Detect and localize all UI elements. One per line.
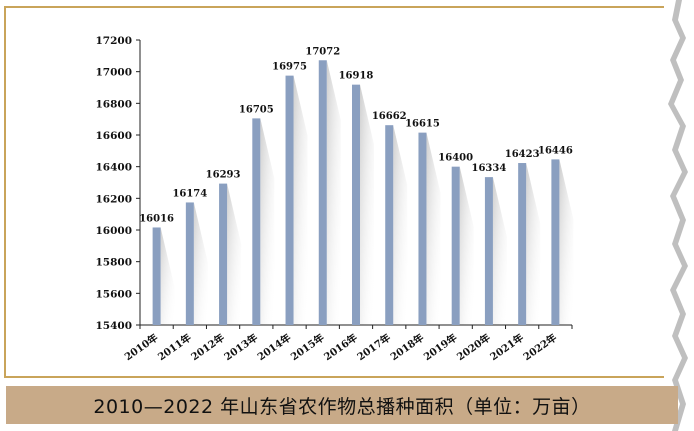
bar <box>219 183 228 325</box>
bar <box>484 177 493 325</box>
data-label: 16334 <box>472 163 507 174</box>
bar-shadow <box>293 75 308 325</box>
y-tick-label: 17200 <box>95 35 132 47</box>
data-label: 17072 <box>305 46 340 57</box>
bar <box>551 159 560 325</box>
x-tick-label: 2016年 <box>321 331 359 363</box>
data-label: 16662 <box>372 111 407 122</box>
bar-shadow <box>160 227 175 325</box>
bar <box>418 132 427 325</box>
data-label: 16446 <box>538 145 573 156</box>
chart-caption: 2010—2022 年山东省农作物总播种面积（单位：万亩） <box>6 386 678 424</box>
bar-shadow <box>393 125 408 325</box>
x-tick-label: 2020年 <box>454 331 492 363</box>
data-label: 16615 <box>405 119 440 130</box>
data-label: 16174 <box>172 188 207 199</box>
bar <box>385 125 394 325</box>
y-tick-label: 16000 <box>95 225 132 237</box>
bar-shadow <box>426 132 441 325</box>
x-tick-label: 2018年 <box>388 331 426 363</box>
bar <box>451 166 460 325</box>
data-label: 16423 <box>505 149 540 160</box>
x-tick-label: 2011年 <box>155 331 193 363</box>
x-tick-label: 2022年 <box>521 331 559 363</box>
data-label: 16705 <box>239 104 274 115</box>
bar-shadow <box>526 163 541 325</box>
bar <box>352 84 360 326</box>
y-tick-label: 16400 <box>95 162 132 174</box>
y-tick-label: 16600 <box>95 130 132 142</box>
x-tick-label: 2019年 <box>421 331 459 363</box>
x-tick-label: 2021年 <box>487 331 525 363</box>
bar-shadow <box>193 202 208 325</box>
bar <box>185 202 194 325</box>
x-tick-label: 2013年 <box>222 331 260 363</box>
y-tick-label: 16800 <box>95 98 132 110</box>
y-tick-label: 15800 <box>95 257 132 269</box>
x-tick-label: 2010年 <box>122 331 160 363</box>
y-tick-label: 16200 <box>95 193 132 205</box>
bar-shadow <box>559 159 574 325</box>
x-tick-label: 2015年 <box>288 331 326 363</box>
data-label: 16918 <box>339 71 374 82</box>
bar-shadow <box>360 84 374 326</box>
x-tick-label: 2014年 <box>255 331 293 363</box>
bar <box>252 118 261 325</box>
y-tick-label: 15400 <box>95 320 132 332</box>
data-label: 16400 <box>438 153 473 164</box>
bar-shadow <box>227 183 242 325</box>
data-label: 16293 <box>206 170 241 181</box>
bar <box>518 163 527 325</box>
data-label: 16016 <box>139 213 174 224</box>
bar-shadow <box>260 118 275 325</box>
bar-shadow <box>492 177 507 325</box>
x-tick-label: 2012年 <box>188 331 226 363</box>
bar-shadow <box>326 60 341 326</box>
bar-shadow <box>459 166 474 325</box>
bar <box>318 60 327 326</box>
y-tick-label: 15600 <box>95 288 132 300</box>
bar <box>285 75 294 325</box>
bar <box>152 227 161 325</box>
data-label: 16975 <box>272 62 307 73</box>
y-tick-label: 17000 <box>95 67 132 79</box>
torn-paper-edge <box>664 0 688 431</box>
x-tick-label: 2017年 <box>354 331 392 363</box>
